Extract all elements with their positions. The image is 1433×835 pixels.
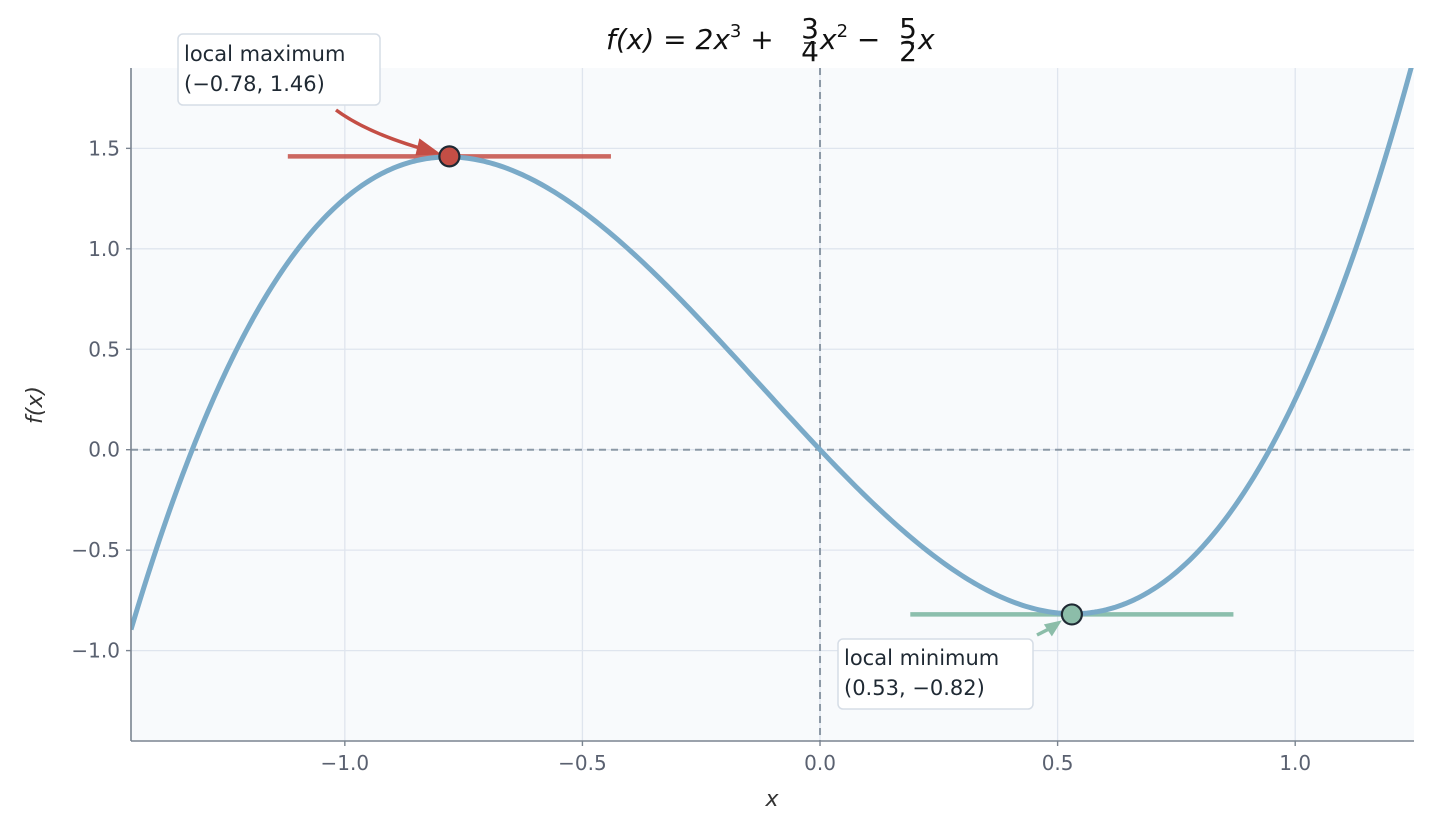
title-frac1-denominator: 4	[801, 35, 819, 68]
annotation-min-line2: (0.53, −0.82)	[844, 676, 985, 700]
x-tick-label-0: −1.0	[321, 751, 370, 775]
title-x1: x	[917, 23, 935, 56]
title-frac1-numerator: 3	[801, 12, 819, 45]
title-minus: −	[848, 23, 880, 56]
y-tick-label-5: 1.5	[88, 136, 120, 160]
x-tick-label-3: 0.5	[1042, 751, 1074, 775]
arrow-min-head	[1043, 620, 1062, 637]
title-fraction-2: 5 2	[899, 12, 917, 68]
title-power-3: 3	[730, 21, 741, 42]
marker-local-minimum	[1060, 603, 1083, 626]
plot-background	[131, 68, 1414, 741]
annotation-local-minimum: local minimum (0.53, −0.82)	[837, 638, 1034, 710]
x-tick-label-1: −0.5	[558, 751, 607, 775]
y-tick-label-2: 0.0	[88, 438, 120, 462]
title-power-2: 2	[837, 21, 848, 42]
y-tick-label-3: 0.5	[88, 337, 120, 361]
y-tick-label-4: 1.0	[88, 237, 120, 261]
annotation-max-line1: local maximum	[184, 42, 345, 66]
y-tick-label-0: −1.0	[71, 639, 120, 663]
title-lhs: f(x) = 2x	[606, 23, 730, 56]
y-axis-label: f(x)	[23, 386, 48, 424]
x-tick-label-4: 1.0	[1279, 751, 1311, 775]
title-plus: +	[741, 23, 773, 56]
title-x2: x	[819, 23, 837, 56]
chart-title: f(x) = 2x3 +	[606, 21, 774, 56]
title-frac2-numerator: 5	[899, 12, 917, 45]
arrow-max-head	[415, 138, 442, 156]
annotation-local-maximum: local maximum (−0.78, 1.46)	[177, 33, 381, 106]
title-frac2-denominator: 2	[899, 35, 917, 68]
function-curve	[131, 68, 1414, 631]
annotation-arrows	[334, 108, 1062, 637]
y-tick-label-1: −0.5	[71, 538, 120, 562]
extrema-markers	[438, 145, 1083, 626]
title-middle: x2 −	[819, 21, 880, 56]
annotation-min-line1: local minimum	[844, 646, 999, 670]
annotation-box-min	[837, 638, 1034, 710]
x-tick-label-2: 0.0	[804, 751, 836, 775]
title-fraction-1: 3 4	[801, 12, 819, 68]
annotation-box-max	[177, 33, 381, 106]
marker-local-maximum	[438, 145, 461, 168]
tick-labels: −1.0 −0.5 0.0 0.5 1.0 −1.0 −0.5 0.0 0.5 1.0 1.5	[71, 136, 1311, 775]
reference-lines	[131, 68, 1414, 741]
annotation-max-line2: (−0.78, 1.46)	[184, 72, 325, 96]
x-axis-label: x	[764, 787, 779, 812]
